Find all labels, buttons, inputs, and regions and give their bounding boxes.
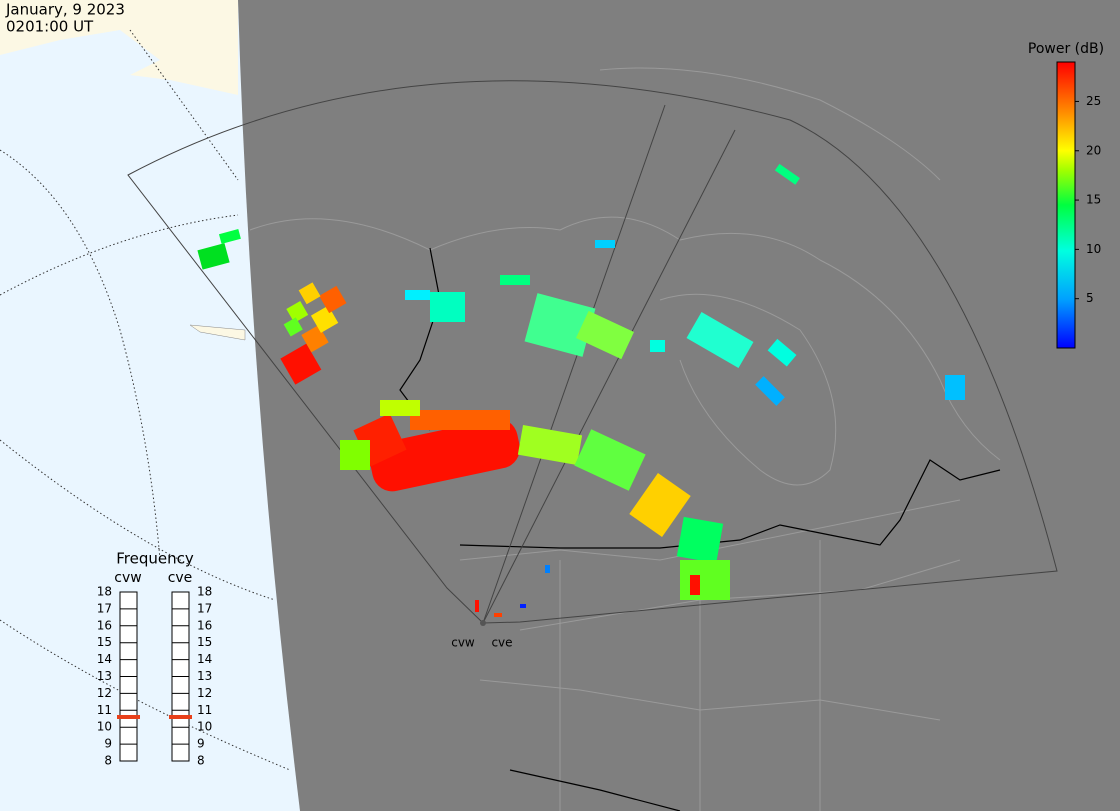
station-dot — [480, 620, 486, 626]
frequency-tick-label: 8 — [104, 754, 112, 768]
frequency-tick-label: 13 — [97, 669, 112, 683]
frequency-tick-label: 15 — [97, 635, 112, 649]
frequency-tick-label: 10 — [197, 720, 212, 734]
date: January, 9 2023 — [5, 1, 125, 19]
coastlines — [249, 67, 1001, 811]
frequency-tick-label: 12 — [97, 686, 112, 700]
frequency-tick-label: 9 — [104, 737, 112, 751]
time: 0201:00 UT — [6, 18, 94, 36]
frequency-tick-label: 16 — [197, 618, 212, 632]
frequency-tick-label: 14 — [197, 652, 212, 666]
island — [189, 324, 246, 341]
frequency-tick-label: 18 — [197, 585, 212, 599]
frequency-title: Frequency — [116, 550, 194, 568]
radar-fov — [127, 80, 1058, 624]
frequency-tick-label: 18 — [97, 585, 112, 599]
frequency-tick-label: 9 — [197, 737, 205, 751]
colorbar-title: Power (dB) — [1028, 41, 1104, 57]
colorbar-tick-label: 15 — [1086, 193, 1101, 207]
frequency-tick-label: 13 — [197, 669, 212, 683]
colorbar-tick-label: 25 — [1086, 94, 1101, 108]
frequency-tick-label: 14 — [97, 652, 112, 666]
radar-name: cve — [168, 570, 193, 586]
frequency-tick-label: 8 — [197, 754, 205, 768]
station-label: cve — [491, 636, 512, 650]
earth-disk — [238, 0, 1120, 811]
frequency-tick-label: 11 — [197, 703, 212, 717]
radar-name: cvw — [114, 570, 141, 586]
colorbar — [1056, 61, 1076, 349]
frequency-tick-label: 15 — [197, 635, 212, 649]
land — [0, 0, 238, 95]
frequency-tick-label: 11 — [97, 703, 112, 717]
radar-echoes — [197, 163, 965, 617]
colorbar-tick-label: 20 — [1086, 143, 1101, 157]
frequency-tick-label: 16 — [97, 618, 112, 632]
frequency-tick-label: 10 — [97, 720, 112, 734]
frequency-tick-label: 17 — [197, 601, 212, 615]
station-label: cvw — [451, 636, 475, 650]
frequency-tick-label: 17 — [97, 601, 112, 615]
frequency-tick-label: 12 — [197, 686, 212, 700]
graticule — [0, 29, 291, 771]
colorbar-tick-label: 10 — [1086, 242, 1101, 256]
colorbar-tick-label: 5 — [1086, 291, 1094, 305]
